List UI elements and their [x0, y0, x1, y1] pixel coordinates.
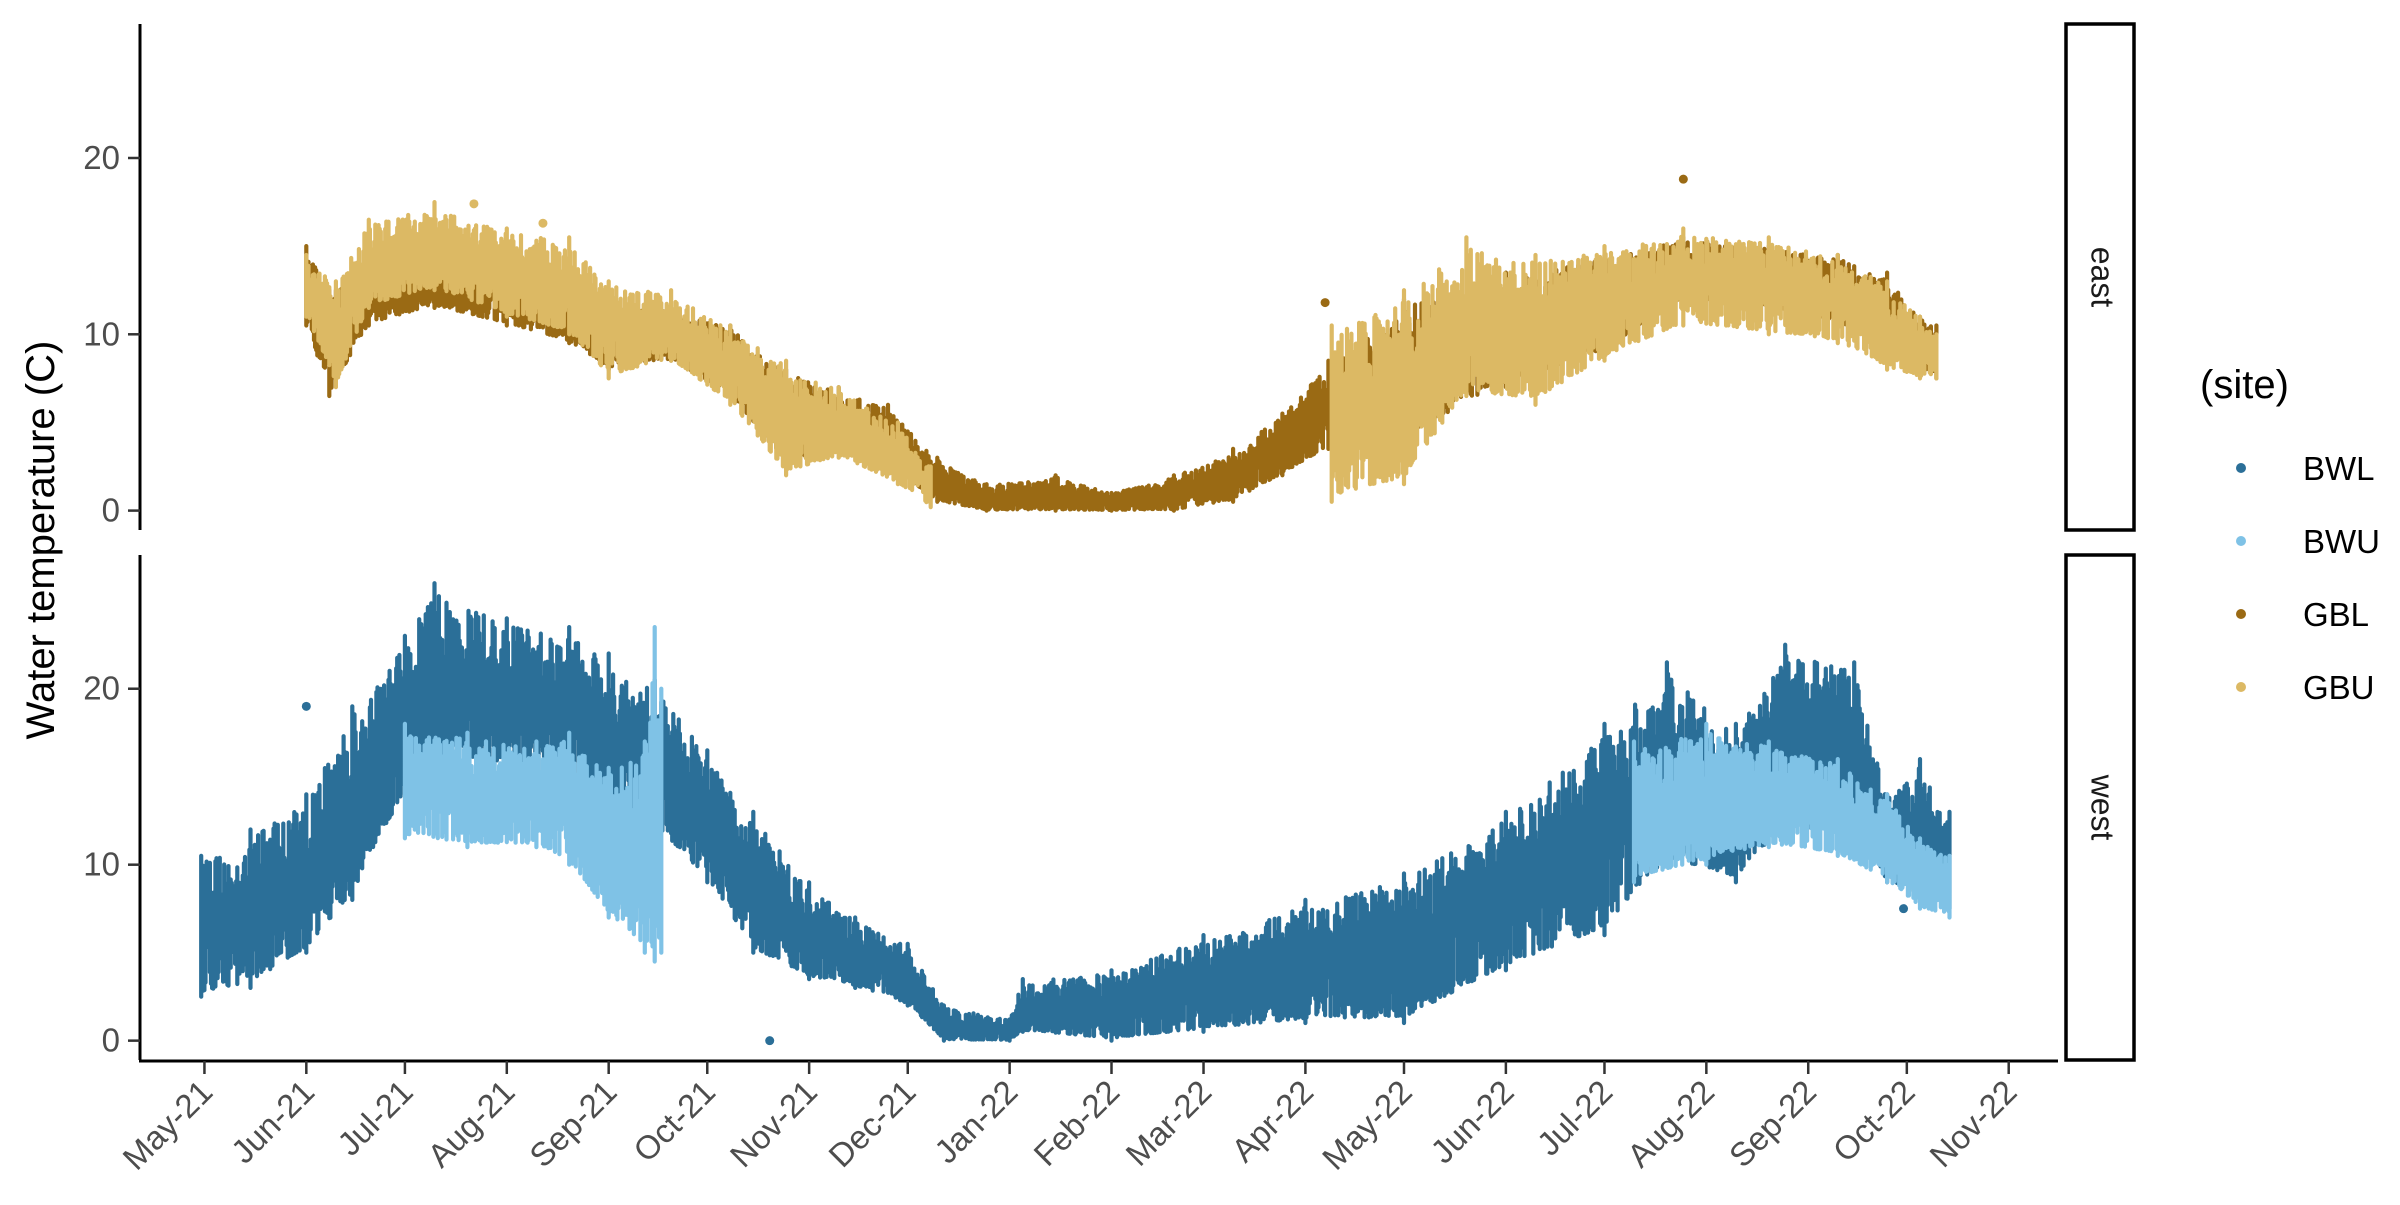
y-tick-label-west-10: 10 — [83, 846, 120, 883]
facet-strip-west — [2064, 553, 2136, 1062]
legend-key-GBU — [2236, 682, 2246, 692]
series-GBU-east — [304, 200, 1939, 510]
x-tick-label-Jul-21: Jul-21 — [330, 1073, 420, 1163]
y-axis-label: Water temperature (C) — [19, 341, 63, 740]
facet-strip-east — [2064, 22, 2136, 532]
x-tick-label-May-21: May-21 — [115, 1073, 219, 1177]
legend-title: (site) — [2200, 363, 2289, 407]
legend-key-BWL — [2236, 463, 2246, 473]
y-tick-label-west-20: 20 — [83, 670, 120, 707]
x-tick-label-Jun-21: Jun-21 — [224, 1073, 322, 1171]
x-tick-label-May-22: May-22 — [1315, 1073, 1419, 1177]
x-tick-label-Mar-22: Mar-22 — [1118, 1073, 1218, 1173]
series-BWL-west — [199, 581, 1952, 1043]
legend-key-BWU — [2236, 536, 2246, 546]
y-tick-label-west-0: 0 — [102, 1022, 120, 1059]
legend-label-BWU: BWU — [2303, 523, 2380, 560]
data-point-BWL-1 — [765, 1036, 775, 1046]
series-BWU-west — [402, 625, 1952, 964]
x-tick-label-Aug-22: Aug-22 — [1620, 1073, 1721, 1174]
legend-label-BWL: BWL — [2303, 450, 2375, 487]
facet-strip-label-east: east — [2085, 247, 2121, 308]
data-point-BWL-2 — [1899, 904, 1909, 914]
y-tick-label-east-20: 20 — [83, 139, 120, 176]
legend-key-GBL — [2236, 609, 2246, 619]
x-tick-label-Jul-22: Jul-22 — [1530, 1073, 1620, 1163]
x-tick-label-Sep-21: Sep-21 — [522, 1073, 623, 1174]
data-point-BWL-0 — [301, 701, 311, 711]
x-tick-label-Sep-22: Sep-22 — [1722, 1073, 1823, 1174]
x-tick-label-Apr-22: Apr-22 — [1224, 1073, 1320, 1169]
x-tick-label-Oct-21: Oct-21 — [626, 1073, 722, 1169]
facet-strip-label-west: west — [2085, 774, 2121, 841]
data-point-GBU-0 — [469, 199, 479, 209]
data-point-GBL-1 — [1678, 174, 1688, 184]
y-tick-label-east-10: 10 — [83, 315, 120, 352]
x-tick-label-Feb-22: Feb-22 — [1026, 1073, 1126, 1173]
x-tick-label-Dec-21: Dec-21 — [821, 1073, 922, 1174]
x-tick-label-Jun-22: Jun-22 — [1423, 1073, 1521, 1171]
x-tick-label-Nov-22: Nov-22 — [1922, 1073, 2023, 1174]
data-point-GBL-0 — [1320, 298, 1330, 308]
x-tick-label-Oct-22: Oct-22 — [1826, 1073, 1922, 1169]
y-tick-label-east-0: 0 — [102, 492, 120, 529]
x-tick-label-Aug-21: Aug-21 — [420, 1073, 521, 1174]
legend-label-GBL: GBL — [2303, 596, 2369, 633]
x-tick-label-Nov-21: Nov-21 — [723, 1073, 824, 1174]
legend-label-GBU: GBU — [2303, 669, 2375, 706]
data-point-GBU-1 — [538, 218, 548, 228]
x-tick-label-Jan-22: Jan-22 — [927, 1073, 1025, 1171]
